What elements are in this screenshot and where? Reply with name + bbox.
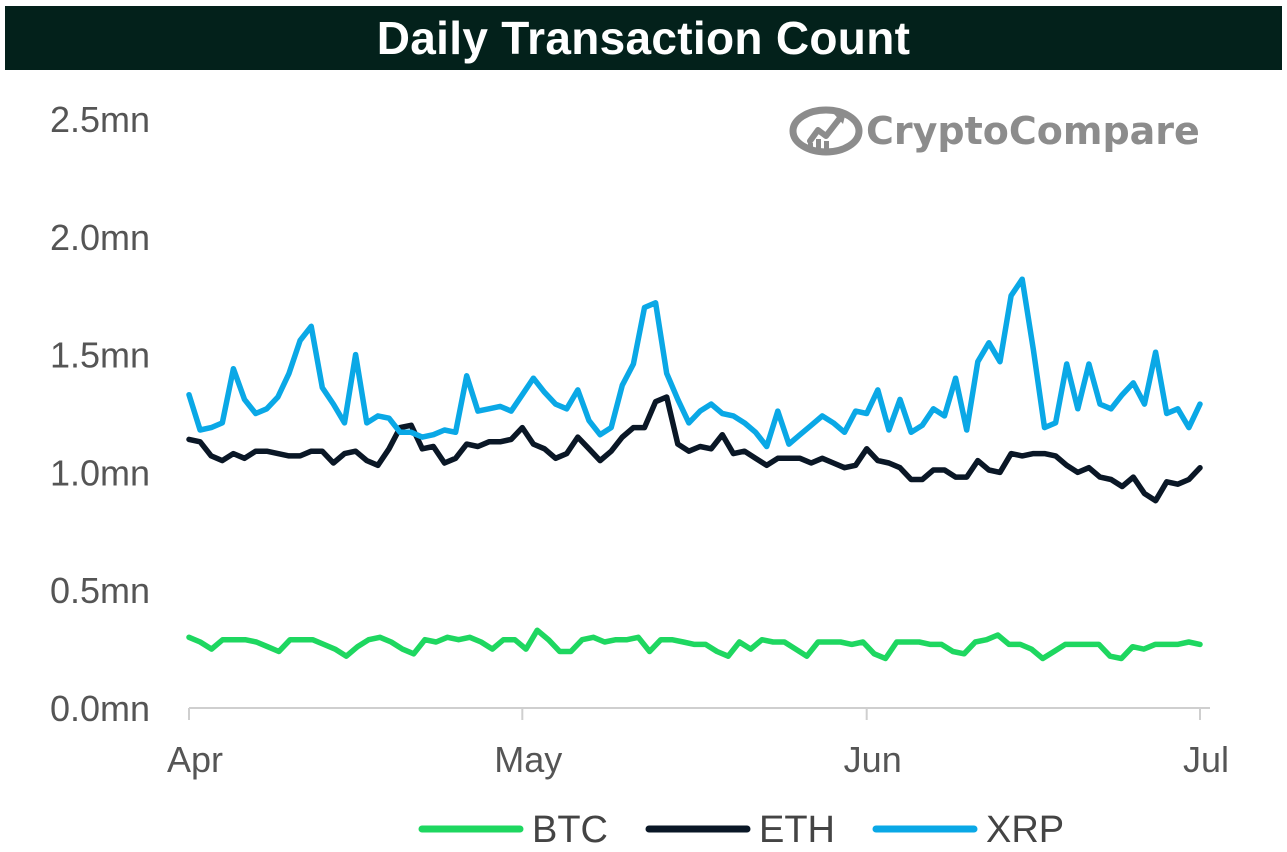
y-tick-label: 1.0mn bbox=[50, 452, 150, 493]
x-tick-label: Jul bbox=[1183, 739, 1229, 780]
x-tick-label: May bbox=[494, 739, 562, 780]
series-line-btc bbox=[186, 627, 1203, 662]
x-tick-label: Jun bbox=[844, 739, 902, 780]
legend-label: ETH bbox=[759, 809, 835, 851]
legend-label: XRP bbox=[986, 809, 1064, 851]
cryptocompare-wordmark: CryptoCompare bbox=[866, 109, 1200, 153]
y-tick-label: 2.5mn bbox=[50, 99, 150, 140]
legend-item-btc: BTC bbox=[418, 809, 608, 851]
x-tick-label: Apr bbox=[167, 739, 223, 780]
series-line-xrp bbox=[186, 276, 1203, 450]
y-tick-label: 0.0mn bbox=[50, 688, 150, 729]
legend-label: BTC bbox=[532, 809, 608, 851]
legend: BTC ETH XRP bbox=[418, 809, 1064, 851]
y-axis-ticks: 0.0mn 0.5mn 1.0mn 1.5mn 2.0mn 2.5mn bbox=[50, 99, 150, 729]
cryptocompare-logo: CryptoCompare bbox=[789, 106, 1200, 156]
y-tick-label: 0.5mn bbox=[50, 570, 150, 611]
chart-title: Daily Transaction Count bbox=[376, 12, 911, 64]
y-tick-label: 2.0mn bbox=[50, 217, 150, 258]
legend-item-eth: ETH bbox=[645, 809, 835, 851]
series-line-eth bbox=[186, 394, 1203, 504]
title-bar: Daily Transaction Count bbox=[5, 6, 1282, 70]
y-tick-label: 1.5mn bbox=[50, 335, 150, 376]
data-series bbox=[186, 276, 1203, 662]
cryptocompare-logo-icon bbox=[789, 106, 863, 156]
legend-item-xrp: XRP bbox=[872, 809, 1064, 851]
x-axis-ticks: Apr May Jun Jul bbox=[167, 708, 1229, 780]
